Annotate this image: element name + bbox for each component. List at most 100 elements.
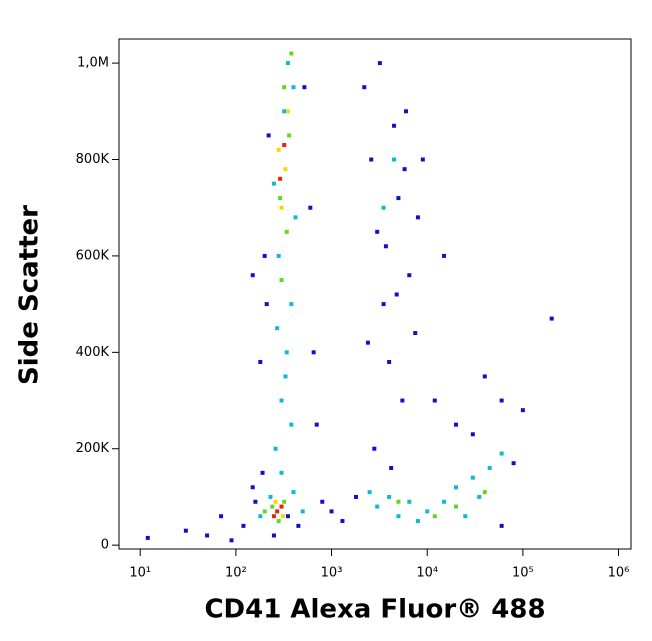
scatter-point bbox=[275, 326, 280, 331]
scatter-point bbox=[289, 302, 294, 307]
scatter-point bbox=[463, 514, 468, 519]
scatter-point bbox=[499, 398, 504, 403]
scatter-point bbox=[280, 514, 285, 519]
scatter-point bbox=[407, 273, 412, 278]
scatter-point bbox=[276, 519, 281, 524]
scatter-point bbox=[289, 422, 294, 427]
scatter-point bbox=[369, 157, 374, 162]
scatter-point bbox=[219, 514, 224, 519]
scatter-point bbox=[454, 485, 459, 490]
scatter-point bbox=[282, 85, 287, 90]
y-axis-title: Side Scatter bbox=[15, 205, 45, 385]
scatter-point bbox=[296, 523, 301, 528]
scatter-point bbox=[279, 278, 284, 283]
scatter-point bbox=[308, 205, 313, 210]
scatter-point bbox=[396, 196, 401, 201]
scatter-point bbox=[250, 485, 255, 490]
scatter-point bbox=[367, 490, 372, 495]
scatter-point bbox=[400, 398, 405, 403]
x-tick-label: 10⁴ bbox=[416, 566, 438, 581]
scatter-point bbox=[282, 143, 287, 148]
y-tick-label: 0 bbox=[101, 538, 109, 553]
scatter-point bbox=[454, 422, 459, 427]
y-tick-label: 600K bbox=[76, 248, 110, 263]
scatter-point bbox=[389, 466, 394, 471]
scatter-point bbox=[271, 533, 276, 538]
scatter-point bbox=[260, 470, 265, 475]
scatter-point bbox=[487, 466, 492, 471]
scatter-point bbox=[276, 147, 281, 152]
scatter-point bbox=[340, 519, 345, 524]
scatter-point bbox=[273, 499, 278, 504]
scatter-point bbox=[499, 523, 504, 528]
y-tick-label: 200K bbox=[76, 441, 110, 456]
scatter-point bbox=[403, 109, 408, 114]
scatter-point bbox=[387, 494, 392, 499]
scatter-point bbox=[275, 509, 280, 514]
scatter-point bbox=[415, 215, 420, 220]
scatter-point bbox=[264, 302, 269, 307]
scatter-point bbox=[396, 499, 401, 504]
scatter-point bbox=[420, 157, 425, 162]
scatter-point bbox=[383, 244, 388, 249]
scatter-point bbox=[311, 350, 316, 355]
scatter-point bbox=[377, 61, 382, 66]
scatter-point bbox=[520, 408, 525, 413]
scatter-point bbox=[454, 504, 459, 509]
scatter-point bbox=[291, 490, 296, 495]
scatter-point bbox=[392, 157, 397, 162]
scatter-point bbox=[362, 85, 367, 90]
scatter-point bbox=[470, 475, 475, 480]
scatter-point bbox=[477, 494, 482, 499]
scatter-point bbox=[511, 461, 516, 466]
x-tick-label: 10⁶ bbox=[608, 566, 630, 581]
scatter-point bbox=[289, 51, 294, 56]
scatter-point bbox=[320, 499, 325, 504]
scatter-point bbox=[442, 499, 447, 504]
scatter-point bbox=[279, 398, 284, 403]
scatter-point bbox=[270, 504, 275, 509]
scatter-point bbox=[402, 167, 407, 172]
scatter-point bbox=[432, 398, 437, 403]
scatter-point bbox=[365, 340, 370, 345]
scatter-point bbox=[291, 85, 296, 90]
scatter-point bbox=[283, 167, 288, 172]
scatter-point bbox=[470, 432, 475, 437]
scatter-point bbox=[279, 470, 284, 475]
scatter-point bbox=[229, 538, 234, 543]
scatter-point bbox=[287, 133, 292, 138]
scatter-point bbox=[262, 509, 267, 514]
scatter-point bbox=[381, 205, 386, 210]
scatter-point bbox=[394, 292, 399, 297]
scatter-point bbox=[205, 533, 210, 538]
scatter-point bbox=[276, 253, 281, 258]
y-tick-label: 1,0M bbox=[77, 56, 109, 71]
scatter-point bbox=[258, 514, 263, 519]
x-tick-label: 10⁵ bbox=[512, 566, 534, 581]
scatter-point bbox=[413, 331, 418, 336]
scatter-point bbox=[392, 123, 397, 128]
scatter-point bbox=[282, 499, 287, 504]
scatter-point bbox=[425, 509, 430, 514]
scatter-point bbox=[293, 215, 298, 220]
x-tick-label: 10² bbox=[225, 566, 247, 581]
scatter-point bbox=[387, 359, 392, 364]
y-tick-label: 800K bbox=[76, 152, 110, 167]
scatter-point bbox=[250, 273, 255, 278]
scatter-point bbox=[273, 446, 278, 451]
scatter-point bbox=[375, 504, 380, 509]
scatter-point bbox=[271, 181, 276, 186]
scatter-point bbox=[284, 350, 289, 355]
scatter-point bbox=[283, 374, 288, 379]
scatter-point bbox=[279, 504, 284, 509]
scatter-point bbox=[284, 229, 289, 234]
scatter-point bbox=[415, 519, 420, 524]
scatter-point bbox=[372, 446, 377, 451]
scatter-point bbox=[396, 514, 401, 519]
y-tick-label: 400K bbox=[76, 345, 110, 360]
scatter-point bbox=[353, 494, 358, 499]
plot-frame bbox=[118, 38, 632, 550]
scatter-point bbox=[145, 535, 150, 540]
scatter-point bbox=[442, 253, 447, 258]
